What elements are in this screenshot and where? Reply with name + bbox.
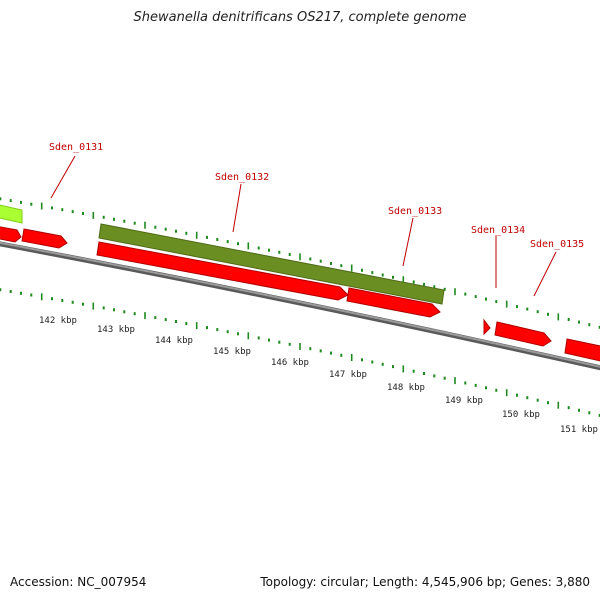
scale-label-148: 148 kbp (387, 383, 425, 393)
scale-label-151: 151 kbp (560, 425, 598, 435)
gene-label-sden-0135: Sden_0135 (530, 239, 584, 250)
gene-cds-0135[interactable] (494, 321, 552, 347)
gene-feature-olive[interactable] (98, 223, 445, 305)
gene-label-sden-0132: Sden_0132 (215, 172, 269, 183)
scale-label-143: 143 kbp (97, 325, 135, 335)
scale-label-147: 147 kbp (329, 370, 367, 380)
gene-label-sden-0133: Sden_0133 (388, 206, 442, 217)
backbone (0, 241, 600, 371)
gene-cds-0136[interactable] (564, 338, 600, 362)
gene-cds-0132[interactable] (96, 241, 349, 301)
gene-labels: Sden_0131 Sden_0132 Sden_0133 Sden_0134 … (49, 142, 584, 297)
scale-label-144: 144 kbp (155, 336, 193, 346)
gene-cds-0134[interactable] (483, 318, 491, 336)
gene-label-sden-0134: Sden_0134 (471, 225, 525, 236)
gene-label-sden-0131: Sden_0131 (49, 142, 103, 153)
gene-features (0, 204, 600, 362)
gene-cds-0131[interactable] (21, 228, 68, 249)
gene-cds-0130[interactable] (0, 226, 22, 243)
gene-feature-light[interactable] (0, 204, 23, 224)
scale-label-149: 149 kbp (445, 396, 483, 406)
scale-label-142: 142 kbp (39, 316, 77, 326)
scale-label-150: 150 kbp (502, 410, 540, 420)
map-title: Shewanella denitrificans OS217, complete… (133, 10, 467, 25)
accession-text: Accession: NC_007954 (10, 575, 147, 589)
scale-labels: 142 kbp 143 kbp 144 kbp 145 kbp 146 kbp … (39, 316, 598, 435)
scale-label-146: 146 kbp (271, 358, 309, 368)
gene-cds-0133[interactable] (346, 287, 441, 318)
genome-summary-text: Topology: circular; Length: 4,545,906 bp… (260, 575, 590, 589)
scale-label-145: 145 kbp (213, 347, 251, 357)
